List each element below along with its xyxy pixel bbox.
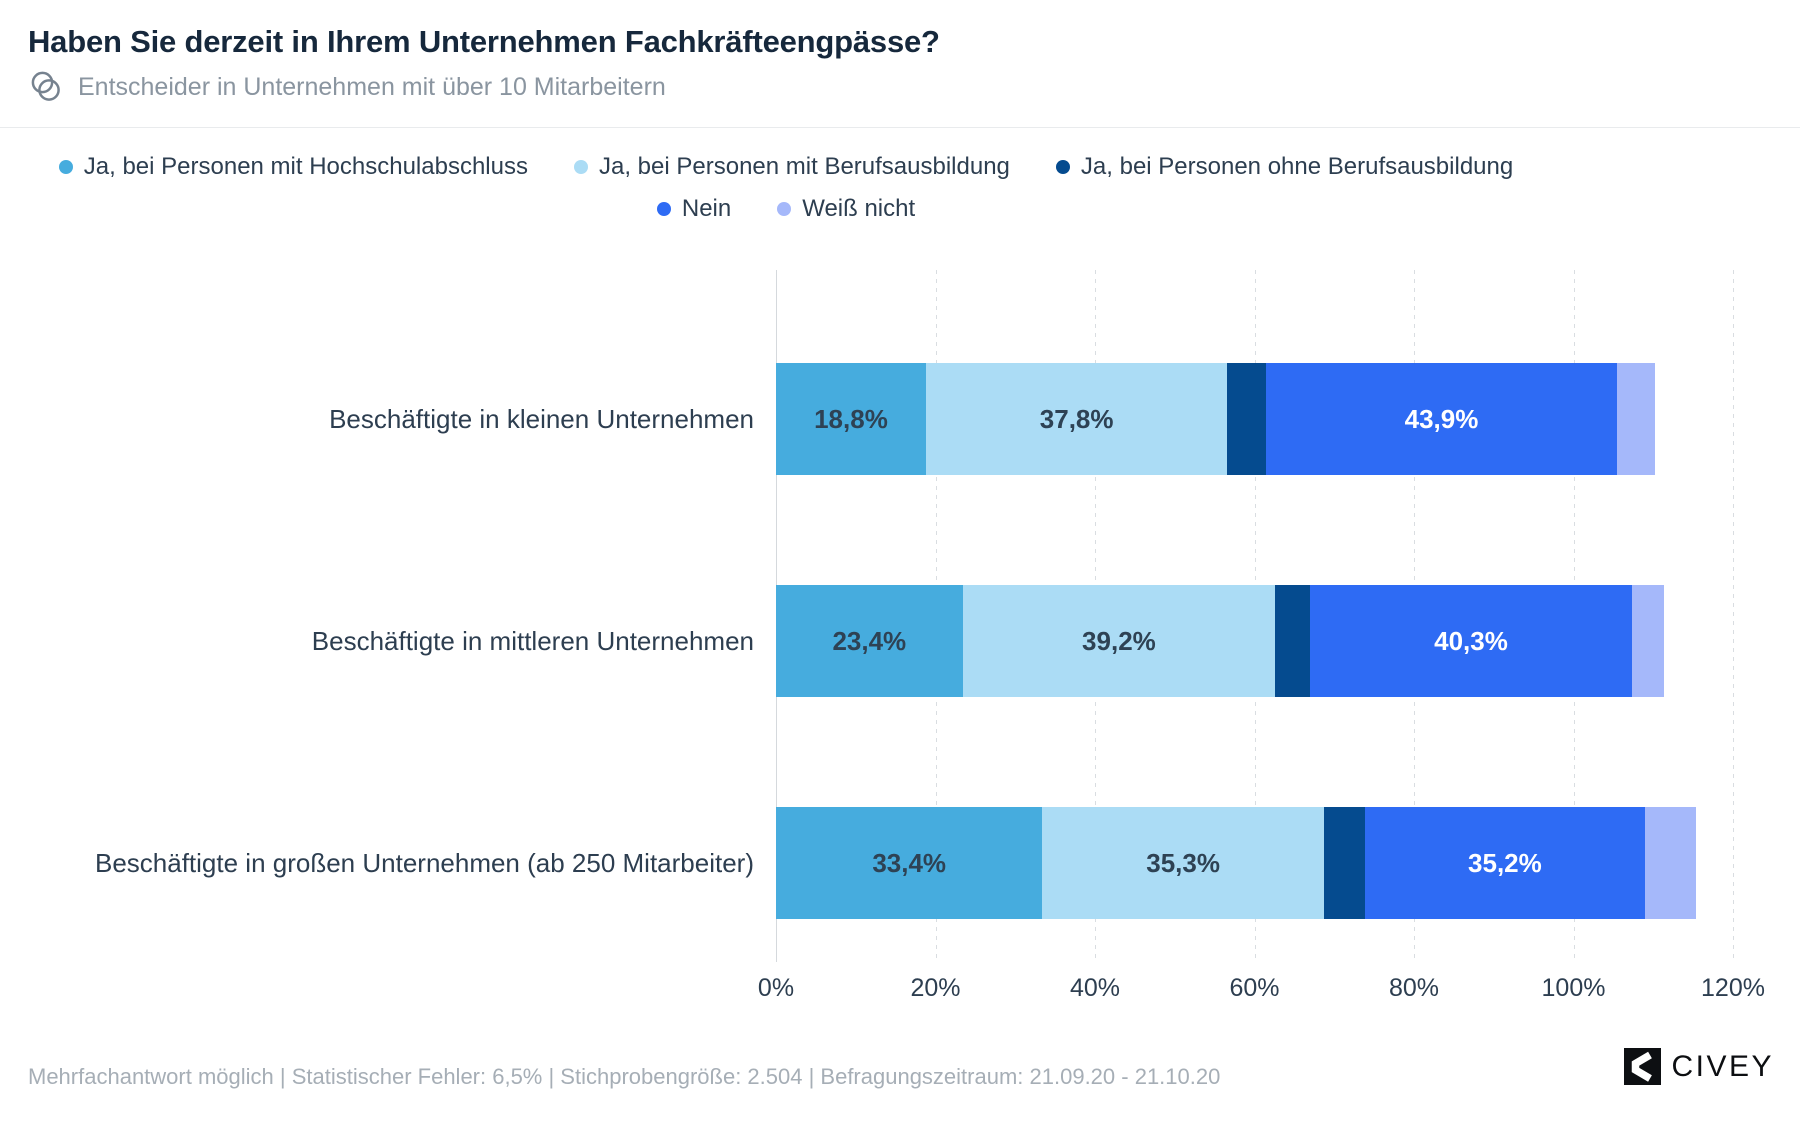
legend-dot-icon bbox=[1055, 160, 1070, 174]
legend-dot-icon bbox=[58, 160, 73, 174]
bar-segment-ja-bei-personen-ohne-berufsausbildung bbox=[1323, 807, 1365, 919]
footer-note: Mehrfachantwort möglich | Statistischer … bbox=[28, 1064, 1221, 1089]
bar-segment-wei-nicht bbox=[1645, 807, 1696, 919]
bar-segment-nein: 40,3% bbox=[1310, 585, 1632, 697]
x-axis-tick-label: 80% bbox=[1388, 974, 1440, 1002]
bar-row: Beschäftigte in großen Unternehmen (ab 2… bbox=[0, 752, 1800, 974]
gridline bbox=[1733, 270, 1734, 962]
header-divider bbox=[0, 127, 1800, 128]
legend-row: Ja, bei Personen mit Hochschulabschluss J… bbox=[58, 150, 1514, 184]
bar-segment-ja-bei-personen-ohne-berufsausbildung bbox=[1227, 363, 1267, 475]
bar-segment-wei-nicht bbox=[1631, 585, 1665, 697]
x-axis-tick-label: 60% bbox=[1229, 974, 1280, 1002]
subtitle: Entscheider in Unternehmen mit über 10 M… bbox=[78, 72, 666, 101]
bar-segment-ja-bei-personen-mit-berufsausbildung: 35,3% bbox=[1042, 807, 1324, 919]
legend-item-label: Nein bbox=[681, 195, 732, 222]
civey-logo-icon bbox=[1624, 1048, 1662, 1085]
bar-segment-ja-bei-personen-mit-hochschulabschluss: 23,4% bbox=[776, 585, 963, 697]
legend-dot-icon bbox=[656, 202, 671, 216]
x-axis-tick-label: 120% bbox=[1701, 974, 1765, 1002]
bar-row: Beschäftigte in mittleren Unternehmen 23,… bbox=[0, 530, 1800, 752]
bar-segment-ja-bei-personen-mit-hochschulabschluss: 33,4% bbox=[776, 807, 1043, 919]
page-title: Haben Sie derzeit in Ihrem Unternehmen F… bbox=[28, 24, 940, 59]
bar-segment-ja-bei-personen-mit-berufsausbildung: 39,2% bbox=[962, 585, 1276, 697]
subtitle-row: Entscheider in Unternehmen mit über 10 M… bbox=[28, 66, 666, 108]
legend-item-label: Ja, bei Personen ohne Berufsausbildung bbox=[1080, 153, 1514, 180]
stacked-bar: 18,8% 37,8% 43,9% bbox=[776, 363, 1655, 475]
bar-row: Beschäftigte in kleinen Unternehmen 18,8%… bbox=[0, 308, 1800, 530]
legend-dot-icon bbox=[777, 202, 792, 216]
legend-item-label: Ja, bei Personen mit Berufsausbildung bbox=[599, 153, 1010, 180]
legend-item[interactable]: Nein bbox=[656, 195, 732, 223]
bar-segment-ja-bei-personen-mit-berufsausbildung: 37,8% bbox=[925, 363, 1228, 475]
x-axis-tick-label: 40% bbox=[1069, 974, 1121, 1002]
brand-wordmark: CIVEY bbox=[1671, 1049, 1774, 1083]
x-axis-tick-label: 100% bbox=[1541, 974, 1606, 1002]
target-group-icon bbox=[28, 69, 64, 105]
category-label: Beschäftigte in mittleren Unternehmen bbox=[311, 625, 754, 656]
legend-dot-icon bbox=[574, 160, 588, 174]
legend-item[interactable]: Weiß nicht bbox=[777, 195, 915, 223]
x-axis-tick-label: 20% bbox=[910, 974, 961, 1002]
bar-segment-nein: 43,9% bbox=[1266, 363, 1617, 475]
x-axis-tick-label: 0% bbox=[757, 974, 795, 1002]
x-axis: 0% 20% 40% 60% 80% 100% 120% bbox=[0, 962, 1800, 1012]
bar-segment-nein: 35,2% bbox=[1364, 807, 1646, 919]
brand: CIVEY bbox=[1624, 1048, 1774, 1085]
legend-item[interactable]: Ja, bei Personen mit Hochschulabschluss bbox=[58, 153, 528, 181]
legend-row: Nein Weiß nicht bbox=[656, 192, 915, 226]
bar-segment-ja-bei-personen-mit-hochschulabschluss: 18,8% bbox=[776, 363, 926, 475]
legend-item[interactable]: Ja, bei Personen ohne Berufsausbildung bbox=[1055, 153, 1514, 181]
legend: Ja, bei Personen mit Hochschulabschluss J… bbox=[0, 150, 1572, 226]
legend-item-label: Weiß nicht bbox=[802, 195, 916, 222]
category-label: Beschäftigte in großen Unternehmen (ab 2… bbox=[94, 847, 754, 878]
bar-segment-wei-nicht bbox=[1616, 363, 1655, 475]
legend-item-label: Ja, bei Personen mit Hochschulabschluss bbox=[83, 153, 528, 180]
legend-item[interactable]: Ja, bei Personen mit Berufsausbildung bbox=[574, 153, 1010, 181]
stacked-bar: 33,4% 35,3% 35,2% bbox=[776, 807, 1696, 919]
stacked-bar: 23,4% 39,2% 40,3% bbox=[776, 585, 1665, 697]
bar-segment-ja-bei-personen-ohne-berufsausbildung bbox=[1275, 585, 1311, 697]
category-label: Beschäftigte in kleinen Unternehmen bbox=[329, 403, 754, 434]
